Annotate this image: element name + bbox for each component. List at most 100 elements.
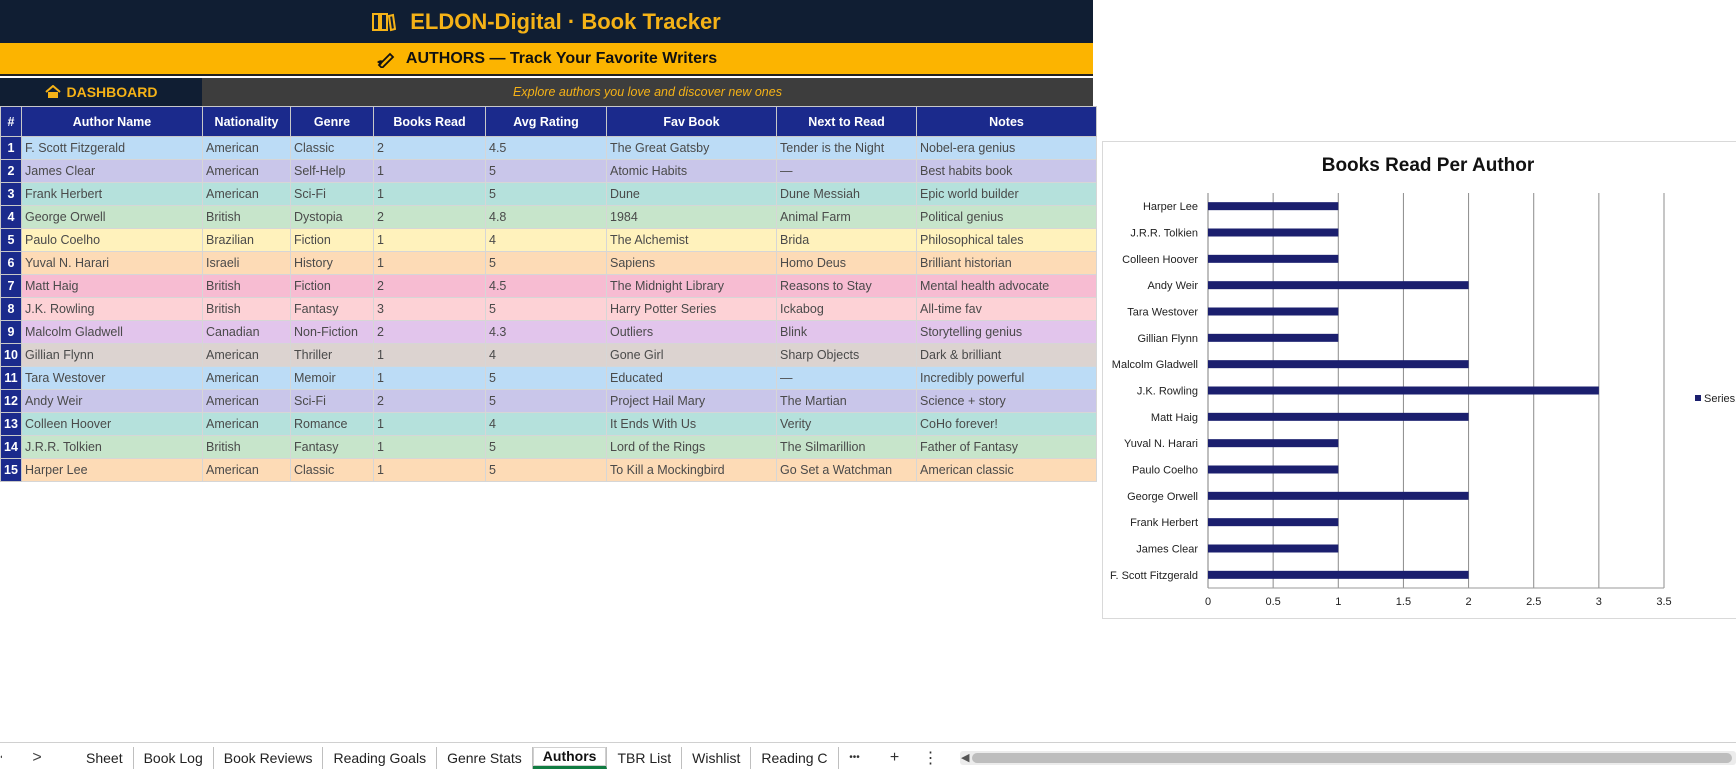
next-to-read-cell[interactable]: Homo Deus (776, 251, 917, 275)
notes-cell[interactable]: Brilliant historian (916, 251, 1097, 275)
row-number-cell[interactable]: 10 (0, 343, 22, 367)
header-cell[interactable]: # (0, 106, 22, 137)
sheet-tab[interactable]: Reading C (751, 746, 839, 769)
genre-cell[interactable]: Fiction (290, 228, 374, 252)
notes-cell[interactable]: Mental health advocate (916, 274, 1097, 298)
nationality-cell[interactable]: British (202, 205, 291, 229)
fav-book-cell[interactable]: The Alchemist (606, 228, 777, 252)
next-to-read-cell[interactable]: Reasons to Stay (776, 274, 917, 298)
author-name-cell[interactable]: Yuval N. Harari (21, 251, 203, 275)
nationality-cell[interactable]: American (202, 458, 291, 482)
books-read-cell[interactable]: 2 (373, 136, 486, 160)
genre-cell[interactable]: Fantasy (290, 297, 374, 321)
row-number-cell[interactable]: 12 (0, 389, 22, 413)
books-read-cell[interactable]: 1 (373, 435, 486, 459)
sheet-tab[interactable]: Genre Stats (437, 746, 533, 769)
header-cell[interactable]: Next to Read (776, 106, 917, 137)
author-name-cell[interactable]: Colleen Hoover (21, 412, 203, 436)
notes-cell[interactable]: Storytelling genius (916, 320, 1097, 344)
author-name-cell[interactable]: Gillian Flynn (21, 343, 203, 367)
fav-book-cell[interactable]: Lord of the Rings (606, 435, 777, 459)
fav-book-cell[interactable]: Dune (606, 182, 777, 206)
books-read-cell[interactable]: 1 (373, 458, 486, 482)
fav-book-cell[interactable]: Project Hail Mary (606, 389, 777, 413)
nationality-cell[interactable]: Israeli (202, 251, 291, 275)
nationality-cell[interactable]: American (202, 343, 291, 367)
books-read-cell[interactable]: 2 (373, 320, 486, 344)
avg-rating-cell[interactable]: 4 (485, 412, 607, 436)
books-read-cell[interactable]: 2 (373, 205, 486, 229)
genre-cell[interactable]: Fiction (290, 274, 374, 298)
author-name-cell[interactable]: J.K. Rowling (21, 297, 203, 321)
row-number-cell[interactable]: 13 (0, 412, 22, 436)
author-name-cell[interactable]: J.R.R. Tolkien (21, 435, 203, 459)
next-to-read-cell[interactable]: Verity (776, 412, 917, 436)
books-read-cell[interactable]: 3 (373, 297, 486, 321)
notes-cell[interactable]: All-time fav (916, 297, 1097, 321)
header-cell[interactable]: Nationality (202, 106, 291, 137)
author-name-cell[interactable]: Tara Westover (21, 366, 203, 390)
notes-cell[interactable]: Science + story (916, 389, 1097, 413)
books-read-cell[interactable]: 1 (373, 159, 486, 183)
notes-cell[interactable]: Incredibly powerful (916, 366, 1097, 390)
sheet-tab[interactable]: TBR List (607, 746, 683, 769)
header-cell[interactable]: Fav Book (606, 106, 777, 137)
next-to-read-cell[interactable]: — (776, 366, 917, 390)
sheet-tab[interactable]: Reading Goals (323, 746, 438, 769)
avg-rating-cell[interactable]: 5 (485, 182, 607, 206)
avg-rating-cell[interactable]: 5 (485, 458, 607, 482)
next-to-read-cell[interactable]: Ickabog (776, 297, 917, 321)
row-number-cell[interactable]: 14 (0, 435, 22, 459)
nationality-cell[interactable]: Canadian (202, 320, 291, 344)
avg-rating-cell[interactable]: 4.8 (485, 205, 607, 229)
sheet-tab[interactable]: Book Reviews (214, 746, 324, 769)
books-read-cell[interactable]: 1 (373, 343, 486, 367)
author-name-cell[interactable]: Paulo Coelho (21, 228, 203, 252)
row-number-cell[interactable]: 4 (0, 205, 22, 229)
next-to-read-cell[interactable]: Blink (776, 320, 917, 344)
genre-cell[interactable]: Thriller (290, 343, 374, 367)
row-number-cell[interactable]: 3 (0, 182, 22, 206)
author-name-cell[interactable]: F. Scott Fitzgerald (21, 136, 203, 160)
next-to-read-cell[interactable]: Animal Farm (776, 205, 917, 229)
avg-rating-cell[interactable]: 4 (485, 228, 607, 252)
books-read-cell[interactable]: 1 (373, 182, 486, 206)
sheet-tab[interactable]: Sheet (76, 746, 134, 769)
author-name-cell[interactable]: Matt Haig (21, 274, 203, 298)
add-sheet-button[interactable]: + (889, 748, 900, 766)
next-to-read-cell[interactable]: Go Set a Watchman (776, 458, 917, 482)
genre-cell[interactable]: Classic (290, 458, 374, 482)
nationality-cell[interactable]: Brazilian (202, 228, 291, 252)
nationality-cell[interactable]: American (202, 412, 291, 436)
genre-cell[interactable]: Dystopia (290, 205, 374, 229)
notes-cell[interactable]: Nobel-era genius (916, 136, 1097, 160)
genre-cell[interactable]: Sci-Fi (290, 389, 374, 413)
row-number-cell[interactable]: 9 (0, 320, 22, 344)
next-to-read-cell[interactable]: The Martian (776, 389, 917, 413)
header-cell[interactable]: Books Read (373, 106, 486, 137)
genre-cell[interactable]: Sci-Fi (290, 182, 374, 206)
fav-book-cell[interactable]: To Kill a Mockingbird (606, 458, 777, 482)
nationality-cell[interactable]: American (202, 389, 291, 413)
notes-cell[interactable]: Dark & brilliant (916, 343, 1097, 367)
genre-cell[interactable]: Self-Help (290, 159, 374, 183)
fav-book-cell[interactable]: Gone Girl (606, 343, 777, 367)
books-read-cell[interactable]: 1 (373, 412, 486, 436)
fav-book-cell[interactable]: Atomic Habits (606, 159, 777, 183)
next-to-read-cell[interactable]: The Silmarillion (776, 435, 917, 459)
avg-rating-cell[interactable]: 4.3 (485, 320, 607, 344)
author-name-cell[interactable]: George Orwell (21, 205, 203, 229)
nationality-cell[interactable]: British (202, 435, 291, 459)
author-name-cell[interactable]: James Clear (21, 159, 203, 183)
genre-cell[interactable]: History (290, 251, 374, 275)
header-cell[interactable]: Author Name (21, 106, 203, 137)
genre-cell[interactable]: Classic (290, 136, 374, 160)
more-tabs-button[interactable]: ••• (849, 752, 860, 763)
row-number-cell[interactable]: 15 (0, 458, 22, 482)
books-read-cell[interactable]: 1 (373, 366, 486, 390)
books-per-author-chart[interactable]: Books Read Per Author 0 0.5 1 1.5 2 2.5 3 3.5 Har… (1102, 141, 1736, 619)
row-number-cell[interactable]: 8 (0, 297, 22, 321)
fav-book-cell[interactable]: Outliers (606, 320, 777, 344)
sheet-tab[interactable]: Authors (532, 746, 608, 769)
fav-book-cell[interactable]: Educated (606, 366, 777, 390)
